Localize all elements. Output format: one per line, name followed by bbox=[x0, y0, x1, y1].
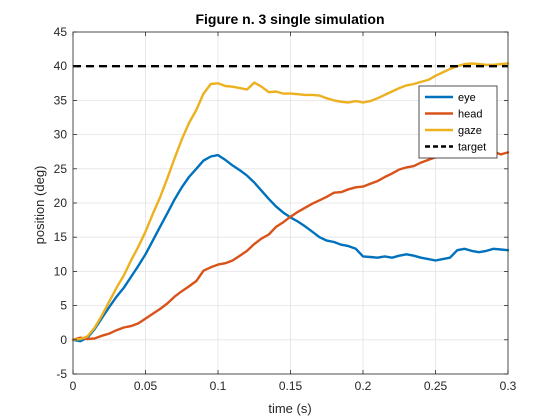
y-tick-label: 35 bbox=[54, 93, 68, 107]
y-tick-label: 0 bbox=[60, 333, 67, 347]
y-tick-label: 25 bbox=[54, 162, 68, 176]
y-tick-label: 40 bbox=[54, 59, 68, 73]
y-axis-label: position (deg) bbox=[32, 166, 47, 245]
x-tick-label: 0.05 bbox=[134, 379, 158, 393]
legend-label-target: target bbox=[458, 142, 486, 154]
chart-title: Figure n. 3 single simulation bbox=[195, 11, 384, 27]
plot-area: 0 0.05 0.1 0.15 0.2 0.25 0.3-50510152025303540… bbox=[54, 25, 517, 393]
x-tick-label: 0.3 bbox=[500, 379, 517, 393]
x-axis-label: time (s) bbox=[268, 401, 311, 416]
legend-label-head: head bbox=[458, 109, 482, 121]
y-tick-label: 5 bbox=[60, 299, 67, 313]
series-line-gaze bbox=[71, 62, 510, 341]
x-tick-label: 0.1 bbox=[210, 379, 227, 393]
x-tick-label: 0.15 bbox=[279, 379, 303, 393]
y-tick-label: -5 bbox=[56, 367, 67, 381]
legend-label-eye: eye bbox=[458, 92, 476, 104]
legend-label-gaze: gaze bbox=[458, 125, 482, 137]
x-tick-label: 0.2 bbox=[355, 379, 372, 393]
y-tick-label: 10 bbox=[54, 264, 68, 278]
x-tick-label: 0 bbox=[70, 379, 77, 393]
y-tick-label: 15 bbox=[54, 230, 68, 244]
y-tick-label: 20 bbox=[54, 196, 68, 210]
legend: eye head gaze target bbox=[418, 85, 498, 159]
y-tick-label: 45 bbox=[54, 25, 68, 39]
y-tick-label: 30 bbox=[54, 128, 68, 142]
series-layer bbox=[71, 62, 510, 343]
x-tick-label: 0.25 bbox=[424, 379, 448, 393]
ticks: 0 0.05 0.1 0.15 0.2 0.25 0.3-50510152025303540… bbox=[54, 25, 517, 393]
